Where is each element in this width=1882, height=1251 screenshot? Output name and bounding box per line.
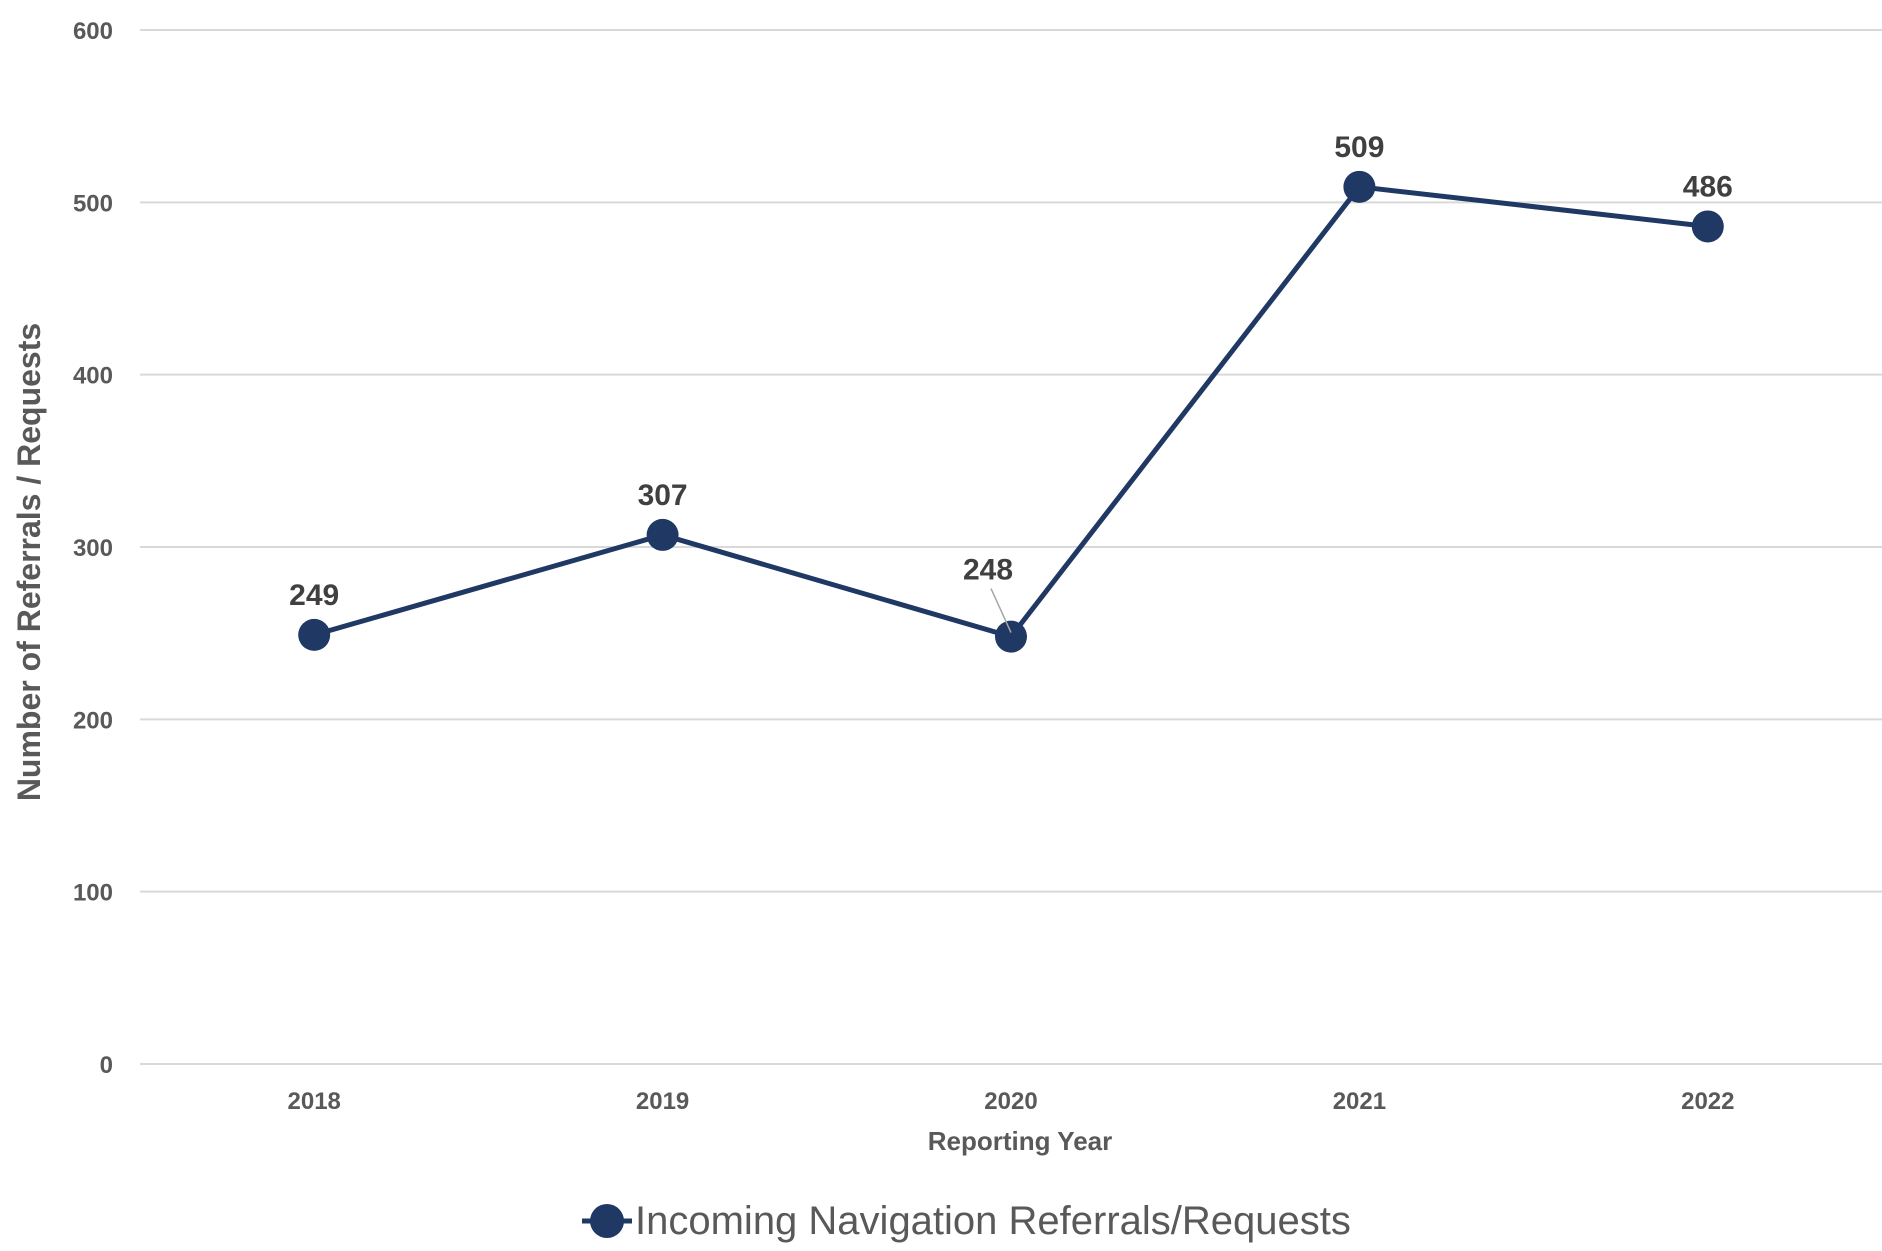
data-point-marker[interactable] — [995, 620, 1027, 653]
y-tick-label: 400 — [73, 363, 113, 390]
data-label-leader-line — [990, 588, 1012, 633]
x-tick-label: 2022 — [1681, 1088, 1734, 1115]
x-axis-ticks: 2018 2019 2020 2021 2022 — [288, 1088, 1735, 1115]
data-point-marker[interactable] — [1343, 170, 1376, 203]
data-point-marker[interactable] — [646, 518, 679, 551]
data-label: 509 — [1334, 131, 1384, 164]
y-tick-label: 300 — [73, 535, 113, 562]
data-point-marker[interactable] — [298, 618, 331, 651]
data-label: 249 — [289, 579, 339, 612]
y-tick-label: 600 — [73, 18, 113, 45]
y-tick-label: 200 — [73, 707, 113, 734]
x-tick-label: 2019 — [636, 1088, 689, 1115]
x-tick-label: 2018 — [288, 1088, 341, 1115]
x-tick-label: 2021 — [1333, 1088, 1386, 1115]
legend-marker-icon — [590, 1204, 624, 1238]
y-axis-title: Number of Referrals / Requests — [11, 323, 47, 801]
data-label: 248 — [963, 554, 1013, 587]
data-label: 307 — [638, 479, 688, 512]
x-axis-title: Reporting Year — [928, 1126, 1112, 1156]
legend[interactable]: Incoming Navigation Referrals/Requests — [582, 1199, 1351, 1243]
legend-label: Incoming Navigation Referrals/Requests — [635, 1199, 1351, 1243]
x-tick-label: 2020 — [984, 1088, 1037, 1115]
data-point-marker[interactable] — [1691, 210, 1724, 243]
y-axis-ticks: 0 100 200 300 400 500 600 — [73, 18, 113, 1079]
data-labels: 249 307 248 509 486 — [289, 131, 1733, 633]
series-layer — [298, 170, 1724, 653]
y-tick-label: 0 — [100, 1052, 113, 1079]
gridlines — [140, 29, 1882, 1065]
data-label: 486 — [1683, 170, 1733, 203]
y-tick-label: 100 — [73, 880, 113, 907]
y-tick-label: 500 — [73, 190, 113, 217]
